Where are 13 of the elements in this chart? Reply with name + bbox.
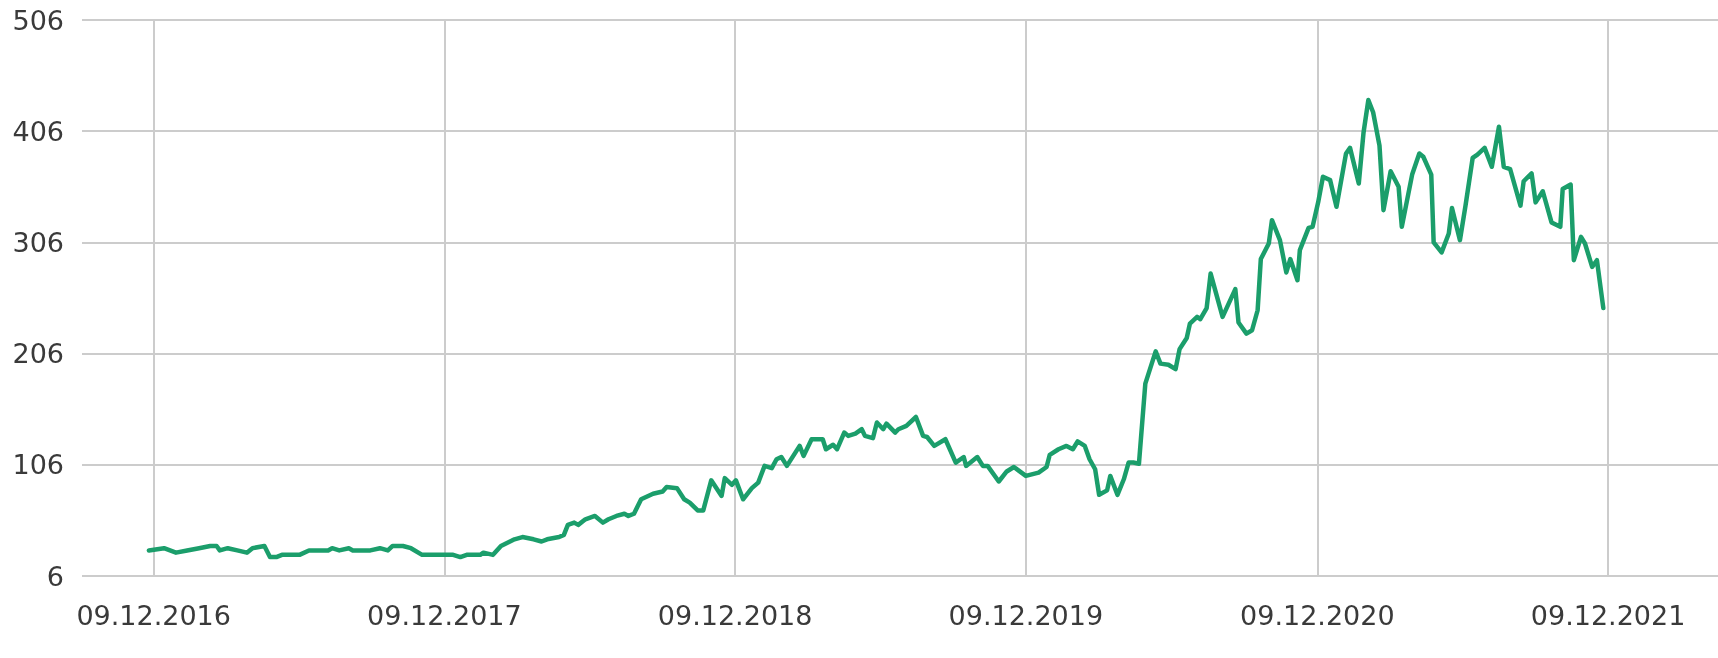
- y-tick-label: 406: [12, 115, 64, 147]
- y-tick-label: 6: [46, 560, 64, 592]
- x-tick-label: 09.12.2017: [367, 600, 522, 631]
- x-tick-label: 09.12.2018: [657, 600, 813, 631]
- y-tick-label: 506: [12, 4, 64, 36]
- x-tick-label: 09.12.2020: [1240, 600, 1395, 631]
- y-tick-label: 206: [12, 338, 64, 370]
- x-tick-label: 09.12.2021: [1530, 600, 1686, 631]
- x-tick-label: 09.12.2019: [948, 600, 1104, 631]
- line-series: [146, 97, 1606, 560]
- y-tick-label: 306: [12, 226, 64, 258]
- x-tick-label: 09.12.2016: [76, 600, 231, 631]
- y-tick-label: 106: [12, 449, 64, 481]
